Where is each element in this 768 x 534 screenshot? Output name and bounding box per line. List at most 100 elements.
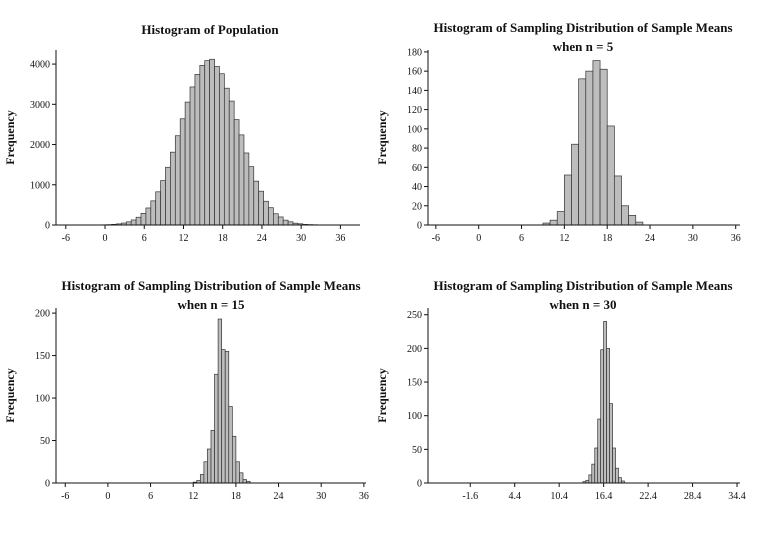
bar (579, 79, 586, 225)
bar (586, 71, 593, 225)
x-tick-label: 24 (274, 491, 284, 502)
bar (244, 153, 249, 225)
bar (151, 201, 156, 225)
bar (215, 374, 219, 483)
x-tick-label: 6 (142, 233, 147, 244)
bar (572, 144, 579, 225)
bar (243, 480, 247, 483)
bar (200, 475, 204, 483)
x-tick-label: 10.4 (550, 491, 568, 502)
bar (131, 220, 136, 225)
y-axis-label: Frequency (3, 110, 17, 164)
bar (204, 462, 208, 483)
bar (136, 217, 141, 225)
y-tick-label: 100 (35, 394, 50, 405)
bar (249, 167, 254, 225)
bar (225, 351, 229, 483)
bar (185, 102, 190, 225)
bar (629, 215, 636, 225)
y-tick-label: 50 (40, 436, 50, 447)
x-tick-label: 34.4 (728, 491, 746, 502)
bar (222, 350, 226, 483)
y-tick-label: 0 (45, 221, 50, 232)
bar (268, 208, 273, 225)
bar (200, 65, 205, 225)
x-tick-label: -6 (61, 491, 69, 502)
y-tick-label: 200 (35, 309, 50, 320)
y-tick-label: 20 (412, 201, 422, 212)
bar (610, 404, 613, 483)
y-axis-label: Frequency (3, 368, 17, 422)
chart-title: Histogram of Sampling Distribution of Sa… (58, 276, 364, 314)
y-tick-label: 0 (417, 479, 422, 490)
chart-title: Histogram of Sampling Distribution of Sa… (430, 18, 736, 56)
y-tick-label: 140 (407, 86, 422, 97)
bar (219, 74, 224, 225)
x-tick-label: 0 (103, 233, 108, 244)
chart-title: Histogram of Sampling Distribution of Sa… (430, 276, 736, 314)
x-tick-label: 6 (519, 233, 524, 244)
bar (564, 175, 571, 225)
x-tick-label: 36 (731, 233, 741, 244)
y-tick-label: 0 (45, 479, 50, 490)
bar (229, 101, 234, 225)
bar (601, 350, 604, 483)
bar (613, 448, 616, 483)
bar (264, 201, 269, 225)
bar (595, 448, 598, 483)
bar (614, 176, 621, 225)
bar (604, 321, 607, 483)
y-tick-label: 40 (412, 182, 422, 193)
bar (589, 475, 592, 483)
x-tick-label: 36 (359, 491, 369, 502)
x-tick-label: -6 (432, 233, 440, 244)
bar (218, 319, 222, 483)
bar (273, 214, 278, 225)
bar (283, 220, 288, 225)
y-tick-label: 50 (412, 445, 422, 456)
x-tick-label: 18 (602, 233, 612, 244)
bar (607, 348, 610, 483)
bar (615, 468, 618, 483)
y-axis-label: Frequency (375, 110, 389, 164)
x-tick-label: 24 (257, 233, 267, 244)
bar (593, 61, 600, 225)
x-tick-label: 18 (231, 491, 241, 502)
bar (207, 449, 211, 483)
bar (618, 478, 621, 483)
x-tick-label: 36 (335, 233, 345, 244)
x-tick-label: 28.4 (684, 491, 702, 502)
y-tick-label: 0 (417, 221, 422, 232)
bar (600, 69, 607, 225)
bar (166, 167, 171, 225)
bar (146, 208, 151, 225)
bar (239, 473, 243, 483)
x-tick-label: 12 (559, 233, 569, 244)
bar (210, 59, 215, 225)
bar (239, 135, 244, 225)
x-tick-label: 0 (476, 233, 481, 244)
bar (607, 126, 614, 225)
y-tick-label: 100 (407, 411, 422, 422)
bar (254, 181, 259, 225)
x-tick-label: 30 (316, 491, 326, 502)
bar (236, 462, 240, 483)
x-tick-label: 30 (296, 233, 306, 244)
bar (205, 61, 210, 225)
y-tick-label: 120 (407, 105, 422, 116)
bar (156, 192, 161, 225)
y-tick-label: 4000 (30, 60, 50, 71)
x-tick-label: 22.4 (639, 491, 657, 502)
x-tick-label: 12 (188, 491, 198, 502)
bar (175, 136, 180, 225)
y-tick-label: 250 (407, 310, 422, 321)
bar (234, 120, 239, 225)
y-tick-label: 180 (407, 47, 422, 58)
bar (215, 66, 220, 225)
y-tick-label: 60 (412, 163, 422, 174)
y-axis-label: Frequency (375, 368, 389, 422)
bar (621, 206, 628, 225)
y-tick-label: 150 (407, 378, 422, 389)
